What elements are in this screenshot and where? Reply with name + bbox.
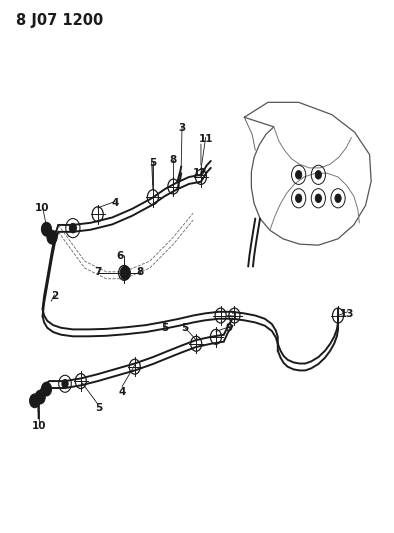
Text: 10: 10 — [32, 422, 46, 431]
Text: 13: 13 — [340, 310, 355, 319]
Circle shape — [120, 266, 130, 280]
Text: 8: 8 — [136, 267, 143, 277]
Text: 8 J07 1200: 8 J07 1200 — [16, 13, 103, 28]
Circle shape — [315, 194, 322, 203]
Text: 4: 4 — [112, 198, 119, 207]
Text: 5: 5 — [161, 323, 168, 333]
Text: 11: 11 — [199, 134, 213, 143]
Text: 6: 6 — [117, 251, 124, 261]
Text: 12: 12 — [193, 168, 207, 178]
Text: 4: 4 — [119, 387, 126, 397]
Text: 5: 5 — [95, 403, 102, 413]
Text: 1: 1 — [231, 312, 238, 322]
Circle shape — [335, 194, 341, 203]
Circle shape — [35, 390, 45, 404]
Circle shape — [62, 379, 68, 388]
Text: 5: 5 — [149, 158, 156, 167]
Circle shape — [30, 394, 40, 408]
Circle shape — [41, 382, 52, 396]
Text: 3: 3 — [178, 123, 186, 133]
Text: 10: 10 — [35, 203, 50, 213]
Text: 7: 7 — [94, 267, 101, 277]
Text: 5: 5 — [182, 323, 189, 333]
Circle shape — [69, 223, 76, 233]
Circle shape — [296, 171, 302, 179]
Circle shape — [47, 230, 57, 244]
Circle shape — [315, 171, 322, 179]
Circle shape — [296, 194, 302, 203]
Text: 8: 8 — [170, 155, 177, 165]
Text: 2: 2 — [51, 291, 58, 301]
Text: 9: 9 — [226, 323, 233, 333]
Circle shape — [41, 222, 52, 236]
